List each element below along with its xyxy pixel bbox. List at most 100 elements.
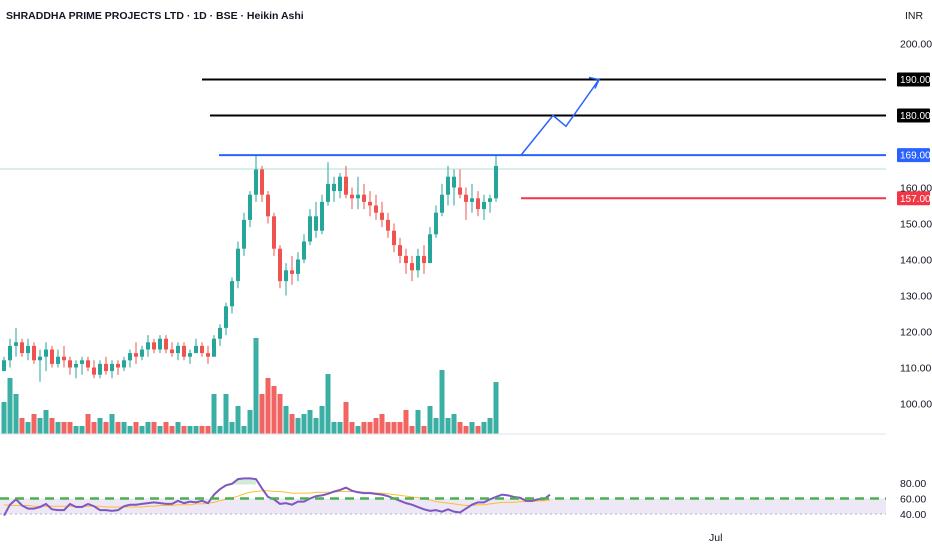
candle-body [404, 255, 408, 264]
candle-body [68, 360, 72, 368]
volume-bar [337, 422, 343, 434]
volume-bar [25, 422, 31, 434]
volume-bar [127, 426, 133, 434]
volume-bar [295, 418, 301, 434]
candle-body [200, 345, 204, 354]
candle-body [272, 216, 276, 249]
candle-body [194, 345, 198, 354]
level-badge-180.00 [897, 108, 930, 123]
candle-body [170, 349, 174, 354]
price-tick-label: 150.00 [900, 219, 932, 231]
volume-bar [331, 422, 337, 434]
candle-body [380, 212, 384, 220]
volume-bar [373, 418, 379, 434]
volume-bar [457, 422, 463, 434]
volume-bar [481, 422, 487, 434]
level-label: 169.00 [900, 151, 931, 162]
candle-body [74, 363, 78, 368]
volume-bar [91, 422, 97, 434]
candle-body [278, 248, 282, 282]
volume-bar [289, 414, 295, 434]
price-tick-label: 110.00 [900, 363, 931, 375]
candle-body [392, 230, 396, 246]
candle-body [410, 263, 414, 271]
candle-body [98, 363, 102, 375]
volume-bar [193, 426, 199, 434]
candle-body [56, 356, 60, 364]
candle-body [362, 194, 366, 202]
volume-bar [109, 414, 115, 434]
candle-body [218, 327, 222, 339]
candle-body [176, 345, 180, 354]
rsi-tick-label: 80.00 [900, 478, 926, 490]
volume-bar [79, 426, 85, 434]
time-axis: Jul [709, 532, 722, 544]
rsi-band [0, 498, 886, 514]
candle-body [134, 353, 138, 357]
volume-bar [67, 422, 73, 434]
candle-body [320, 201, 324, 231]
volume-bar [277, 394, 283, 434]
volume-bar [475, 426, 481, 434]
candle-body [80, 360, 84, 364]
candle-body [128, 353, 132, 361]
volume-bar [469, 422, 475, 434]
volume-bar [349, 422, 355, 434]
volume-bar [175, 422, 181, 434]
candle-body [182, 345, 186, 357]
volume-bar [163, 422, 169, 434]
candle-body [302, 241, 306, 260]
candle-body [140, 349, 144, 357]
candle-body [206, 353, 210, 357]
volume-bar [493, 382, 499, 434]
candle-body [398, 245, 402, 256]
rsi-pane [0, 477, 886, 517]
price-tick-label: 160.00 [900, 183, 932, 195]
volume-bar [31, 414, 37, 434]
candle-body [374, 205, 378, 213]
price-tick-label: 120.00 [900, 327, 932, 339]
volume-bar [385, 422, 391, 434]
volume-bar [391, 422, 397, 434]
candle-body [488, 198, 492, 202]
volume-bar [73, 426, 79, 434]
candle-body [338, 176, 342, 192]
volume-bar [367, 422, 373, 434]
volume-bar [169, 426, 175, 434]
volume-bar [49, 418, 55, 434]
arrow-head [588, 76, 601, 89]
volume-bar [355, 426, 361, 434]
level-badge-169.00 [897, 148, 930, 163]
candle-body [464, 194, 468, 202]
volume-bar [325, 374, 331, 434]
volume-bar [55, 422, 61, 434]
candle-body [44, 349, 48, 357]
volume-bar [139, 426, 145, 434]
time-tick-label: Jul [709, 532, 722, 544]
projection-arrow [520, 76, 601, 156]
price-tick-label: 130.00 [900, 291, 932, 303]
price-tick-label: 100.00 [900, 399, 932, 411]
level-label: 157.00 [900, 194, 931, 205]
volume-bar [61, 422, 67, 434]
candle-body [2, 360, 6, 372]
candle-body [446, 176, 450, 195]
volume-bar [187, 426, 193, 434]
volume-bar [43, 410, 49, 434]
candle-body [248, 194, 252, 220]
volume-bar [199, 426, 205, 434]
candle-body [386, 219, 390, 231]
candle-body [494, 165, 498, 199]
volume-bar [343, 402, 349, 434]
volume-bar [439, 370, 445, 434]
volume-bar [211, 394, 217, 434]
volume-bar [115, 422, 121, 434]
candle-body [440, 194, 444, 213]
volume-bar [13, 394, 19, 434]
volume-bar [403, 410, 409, 434]
volume-bar [427, 406, 433, 434]
level-label: 180.00 [900, 111, 931, 122]
volume-bar [379, 414, 385, 434]
candle-body [122, 360, 126, 368]
